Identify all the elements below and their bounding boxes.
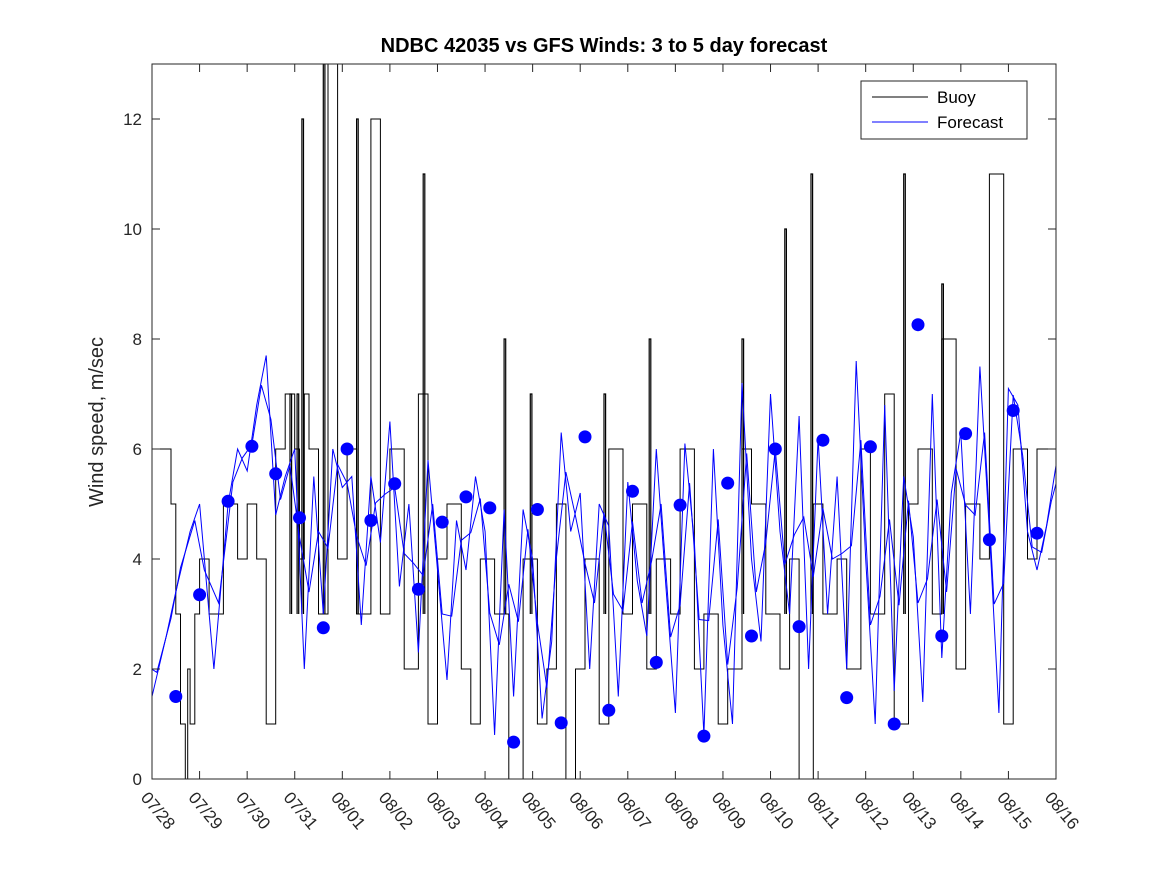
forecast-marker-9 (388, 477, 402, 491)
buoy-spike-11 (784, 228, 787, 614)
y-tick-label-1: 2 (133, 660, 142, 679)
forecast-marker-25 (768, 442, 782, 456)
forecast-marker-5 (293, 511, 306, 525)
forecast-marker-35 (1006, 404, 1020, 417)
buoy-spike-4 (356, 118, 359, 614)
forecast-marker-33 (959, 427, 973, 441)
forecast-marker-1 (193, 588, 207, 602)
forecast-marker-15 (530, 503, 544, 516)
buoy-spike-2 (301, 118, 305, 614)
forecast-marker-23 (721, 476, 735, 490)
buoy-spike-6 (503, 338, 507, 614)
legend-box (860, 80, 1028, 140)
forecast-marker-4 (269, 467, 283, 481)
forecast-marker-34 (982, 533, 996, 547)
forecast-marker-26 (792, 620, 806, 634)
forecast-series-line (152, 355, 1056, 736)
legend-label-forecast: Forecast (937, 113, 1003, 132)
y-tick-label-3: 6 (133, 440, 142, 459)
forecast-marker-12 (459, 490, 473, 504)
forecast-marker-13 (483, 501, 497, 515)
plot-frame (151, 63, 1057, 780)
y-tick-label-4: 8 (133, 330, 142, 349)
buoy-spike-10 (741, 338, 745, 614)
buoy-spike-3 (322, 64, 326, 614)
forecast-marker-2 (221, 494, 235, 508)
y-axis-label: Wind speed, m/sec (86, 337, 108, 507)
forecast-marker-11 (435, 515, 449, 529)
forecast-marker-0 (169, 690, 183, 703)
forecast-marker-27 (816, 433, 830, 447)
buoy-spike-8 (603, 393, 607, 614)
y-tick-label-0: 0 (133, 770, 142, 789)
forecast-marker-31 (911, 318, 925, 332)
forecast-marker-10 (411, 582, 425, 596)
forecast-series-line-2 (152, 385, 1056, 688)
y-tick-label-6: 12 (123, 110, 142, 129)
buoy-spike-5 (422, 173, 426, 614)
buoy-spike-12 (810, 173, 814, 614)
forecast-marker-22 (697, 729, 711, 743)
forecast-marker-20 (649, 655, 663, 669)
forecast-marker-17 (578, 430, 592, 444)
buoy-spike-0 (289, 393, 293, 614)
forecast-marker-14 (507, 735, 521, 749)
buoy-spike-9 (648, 338, 652, 614)
legend-label-buoy: Buoy (937, 88, 976, 107)
buoy-spike-7 (529, 393, 533, 614)
legend: Buoy Forecast (860, 80, 1028, 140)
buoy-series-line (152, 64, 1056, 779)
buoy-spike-13 (903, 173, 906, 614)
forecast-marker-16 (554, 716, 568, 730)
forecast-marker-24 (745, 629, 758, 643)
forecast-marker-29 (863, 440, 877, 454)
forecast-marker-36 (1030, 526, 1044, 540)
y-tick-label-2: 4 (133, 550, 142, 569)
y-tick-label-5: 10 (123, 220, 142, 239)
forecast-marker-19 (626, 484, 639, 498)
forecast-marker-21 (673, 498, 687, 512)
buoy-spike-14 (941, 283, 944, 614)
forecast-marker-18 (602, 703, 616, 717)
chart-title: NDBC 42035 vs GFS Winds: 3 to 5 day fore… (381, 35, 828, 57)
forecast-marker-28 (840, 691, 854, 705)
forecast-marker-8 (364, 514, 378, 527)
forecast-marker-32 (935, 629, 949, 643)
forecast-marker-6 (316, 621, 330, 635)
series-layer (152, 64, 1056, 779)
forecast-marker-7 (340, 442, 354, 456)
forecast-marker-30 (887, 717, 901, 731)
forecast-marker-3 (245, 439, 259, 453)
